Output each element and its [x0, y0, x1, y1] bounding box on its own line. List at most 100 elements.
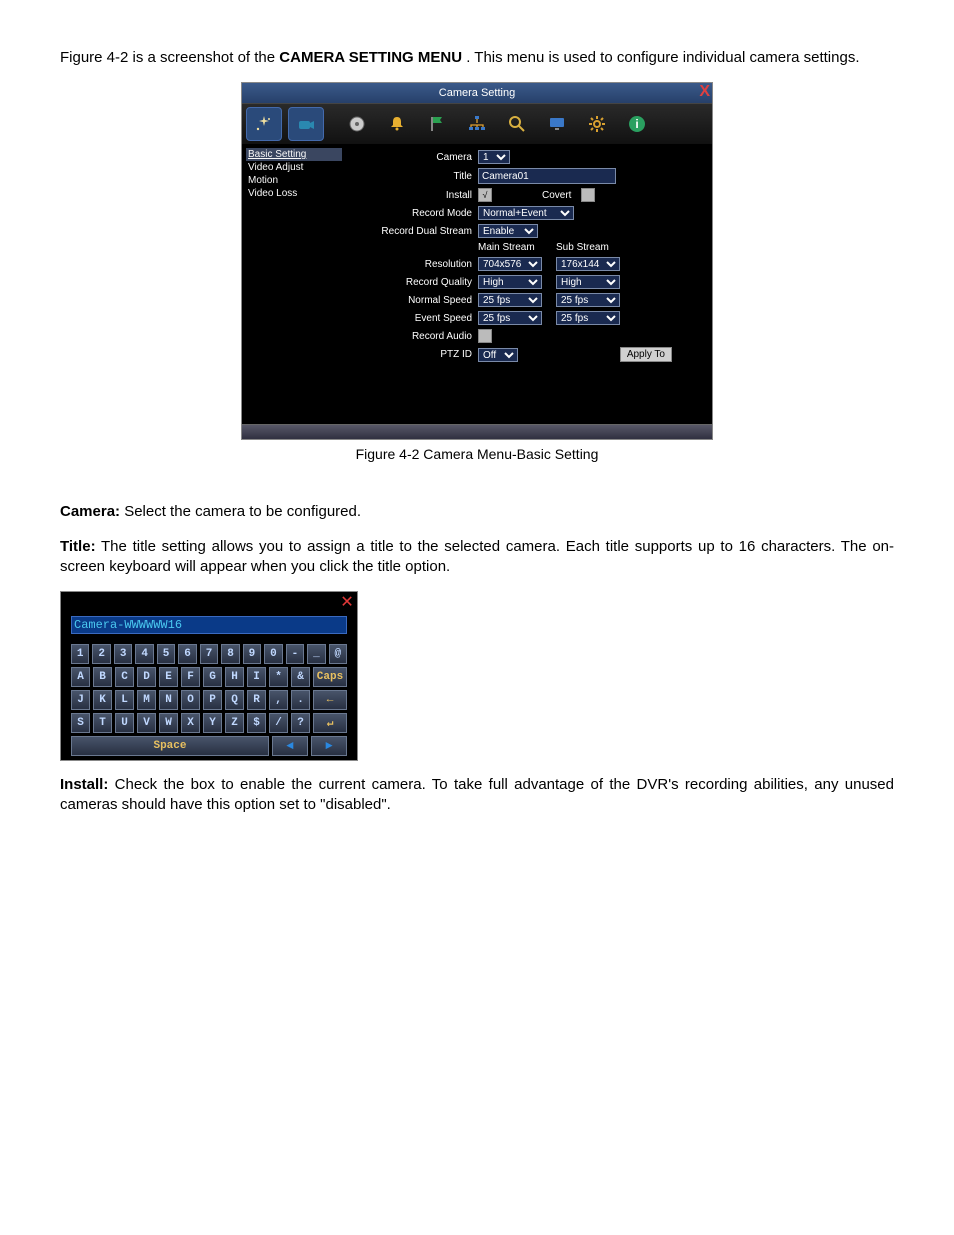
main-normal-speed-select[interactable]: 25 fps	[478, 293, 542, 307]
osk-key[interactable]: T	[93, 713, 112, 733]
osk-right-key[interactable]: ►	[311, 736, 347, 756]
apply-to-button[interactable]: Apply To	[620, 347, 672, 362]
osk-key[interactable]: *	[269, 667, 288, 687]
osk-key[interactable]: H	[225, 667, 244, 687]
osk-key[interactable]: _	[307, 644, 325, 664]
osk-input[interactable]	[71, 616, 347, 634]
toolbar-search-icon[interactable]	[500, 108, 534, 140]
osk-key[interactable]: ,	[269, 690, 288, 710]
osk-key[interactable]: P	[203, 690, 222, 710]
ptz-id-select[interactable]: Off	[478, 348, 518, 362]
osk-row-1: 1234567890-_@	[71, 644, 347, 664]
label-ptz-id: PTZ ID	[342, 349, 478, 360]
osk-key[interactable]: I	[247, 667, 266, 687]
dialog-toolbar: i	[242, 104, 712, 144]
sidebar-item-video-loss[interactable]: Video Loss	[246, 187, 342, 200]
osk-key[interactable]: 1	[71, 644, 89, 664]
osk-wide-key[interactable]: ↵	[313, 713, 347, 733]
main-event-speed-select[interactable]: 25 fps	[478, 311, 542, 325]
covert-checkbox[interactable]	[581, 188, 595, 202]
osk-key[interactable]: .	[291, 690, 310, 710]
install-checkbox[interactable]: √	[478, 188, 492, 202]
osk-wide-key[interactable]: ←	[313, 690, 347, 710]
osk-wide-key[interactable]: Caps	[313, 667, 347, 687]
osk-key[interactable]: W	[159, 713, 178, 733]
toolbar-monitor-icon[interactable]	[540, 108, 574, 140]
sub-quality-select[interactable]: High	[556, 275, 620, 289]
install-desc: Install: Check the box to enable the cur…	[60, 775, 894, 816]
osk-key[interactable]: M	[137, 690, 156, 710]
osk-key[interactable]: ?	[291, 713, 310, 733]
toolbar-gear-icon[interactable]	[580, 108, 614, 140]
intro-suffix: . This menu is used to configure individ…	[466, 49, 859, 66]
record-mode-select[interactable]: Normal+Event	[478, 206, 574, 220]
osk-key[interactable]: Y	[203, 713, 222, 733]
osk-key[interactable]: Z	[225, 713, 244, 733]
dialog-form: Camera 1 Title Camera01 Install √ Covert	[342, 144, 712, 424]
title-input[interactable]: Camera01	[478, 168, 616, 184]
toolbar-sparkle-icon[interactable]	[246, 107, 282, 141]
sidebar-item-video-adjust[interactable]: Video Adjust	[246, 161, 342, 174]
install-desc-text: Check the box to enable the current came…	[60, 776, 894, 813]
osk-key[interactable]: @	[329, 644, 347, 664]
figure-caption: Figure 4-2 Camera Menu-Basic Setting	[60, 446, 894, 462]
osk-key[interactable]: 3	[114, 644, 132, 664]
osk-key[interactable]: 5	[157, 644, 175, 664]
osk-key[interactable]: J	[71, 690, 90, 710]
osk-key[interactable]: R	[247, 690, 266, 710]
osk-key[interactable]: Q	[225, 690, 244, 710]
osk-key[interactable]: E	[159, 667, 178, 687]
osk-key[interactable]: &	[291, 667, 310, 687]
osk-key[interactable]: B	[93, 667, 112, 687]
osk-key[interactable]: 9	[243, 644, 261, 664]
osk-left-key[interactable]: ◄	[272, 736, 308, 756]
osk-key[interactable]: 4	[135, 644, 153, 664]
osk-key[interactable]: V	[137, 713, 156, 733]
toolbar-bell-icon[interactable]	[380, 108, 414, 140]
osk-row-2: ABCDEFGHI*&Caps	[71, 667, 347, 687]
osk-key[interactable]: N	[159, 690, 178, 710]
osk-key[interactable]: G	[203, 667, 222, 687]
sub-resolution-select[interactable]: 176x144	[556, 257, 620, 271]
sub-event-speed-select[interactable]: 25 fps	[556, 311, 620, 325]
close-icon[interactable]: X	[699, 83, 710, 101]
osk-key[interactable]: U	[115, 713, 134, 733]
osk-key[interactable]: 0	[264, 644, 282, 664]
record-audio-checkbox[interactable]	[478, 329, 492, 343]
osk-key[interactable]: -	[286, 644, 304, 664]
sidebar-item-basic-setting[interactable]: Basic Setting	[246, 148, 342, 161]
toolbar-camera-icon[interactable]	[288, 107, 324, 141]
osk-key[interactable]: D	[137, 667, 156, 687]
camera-desc-text: Select the camera to be configured.	[120, 503, 361, 520]
camera-select[interactable]: 1	[478, 150, 510, 164]
osk-space-key[interactable]: Space	[71, 736, 269, 756]
osk-key[interactable]: X	[181, 713, 200, 733]
osk-key[interactable]: 8	[221, 644, 239, 664]
toolbar-network-icon[interactable]	[460, 108, 494, 140]
sub-normal-speed-select[interactable]: 25 fps	[556, 293, 620, 307]
main-quality-select[interactable]: High	[478, 275, 542, 289]
sidebar-item-motion[interactable]: Motion	[246, 174, 342, 187]
osk-key[interactable]: 2	[92, 644, 110, 664]
osk-key[interactable]: C	[115, 667, 134, 687]
osk-key[interactable]: K	[93, 690, 112, 710]
record-dual-stream-select[interactable]: Enable	[478, 224, 538, 238]
main-resolution-select[interactable]: 704x576	[478, 257, 542, 271]
toolbar-disc-icon[interactable]	[340, 108, 374, 140]
osk-key[interactable]: 6	[178, 644, 196, 664]
osk-space-row: Space ◄ ►	[61, 736, 357, 756]
osk-close-icon[interactable]: ✕	[341, 594, 353, 612]
toolbar-info-icon[interactable]: i	[620, 108, 654, 140]
osk-key[interactable]: S	[71, 713, 90, 733]
osk-key[interactable]: $	[247, 713, 266, 733]
dialog-sidebar: Basic Setting Video Adjust Motion Video …	[242, 144, 342, 424]
osk-key[interactable]: O	[181, 690, 200, 710]
osk-key[interactable]: L	[115, 690, 134, 710]
label-record-mode: Record Mode	[342, 208, 478, 219]
osk-key[interactable]: F	[181, 667, 200, 687]
osk-key[interactable]: A	[71, 667, 90, 687]
osk-key[interactable]: /	[269, 713, 288, 733]
camera-setting-dialog: Camera Setting X	[241, 82, 713, 440]
toolbar-flag-icon[interactable]	[420, 108, 454, 140]
osk-key[interactable]: 7	[200, 644, 218, 664]
